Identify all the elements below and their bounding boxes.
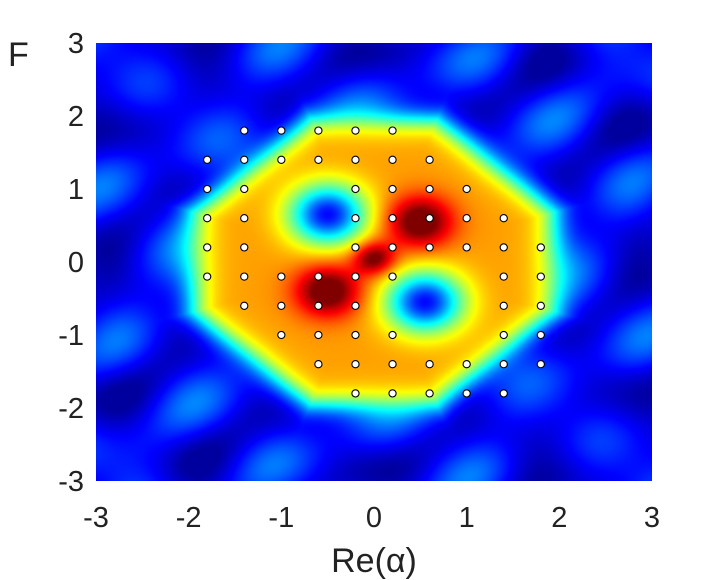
scatter-point bbox=[351, 243, 360, 252]
tick-labels: -3 -2 -1 0 1 2 3 3 2 1 0 -1 -2 -3 bbox=[58, 28, 660, 534]
scatter-point bbox=[388, 184, 397, 194]
scatter-point bbox=[462, 214, 471, 223]
scatter-point bbox=[536, 360, 545, 369]
scatter-point bbox=[499, 330, 508, 340]
scatter-point bbox=[351, 214, 360, 223]
y-tick-label: 2 bbox=[68, 101, 84, 133]
scatter-point bbox=[240, 184, 249, 194]
scatter-point bbox=[277, 126, 286, 135]
scatter-point bbox=[314, 360, 323, 369]
scatter-point bbox=[240, 155, 249, 164]
x-tick-label: 0 bbox=[366, 502, 382, 534]
scatter-point bbox=[314, 126, 323, 135]
scatter-point bbox=[462, 184, 471, 194]
scatter-point bbox=[425, 360, 434, 369]
scatter-point bbox=[425, 389, 434, 398]
scatter-point bbox=[314, 272, 323, 281]
scatter-point bbox=[203, 272, 212, 281]
scatter-point bbox=[388, 214, 397, 223]
x-tick-label: -1 bbox=[268, 502, 294, 534]
y-tick-label: 1 bbox=[68, 174, 84, 206]
y-tick-label: -1 bbox=[58, 320, 84, 352]
scatter-point bbox=[314, 301, 323, 310]
y-tick-label: 0 bbox=[68, 247, 84, 279]
scatter-point bbox=[351, 126, 360, 135]
scatter-point bbox=[499, 360, 508, 369]
x-tick-label: -3 bbox=[83, 502, 109, 534]
scatter-point bbox=[240, 243, 249, 252]
scatter-point bbox=[388, 330, 397, 340]
scatter-point bbox=[240, 214, 249, 223]
marker-layer bbox=[203, 126, 545, 398]
scatter-point bbox=[388, 155, 397, 164]
scatter-point bbox=[351, 155, 360, 164]
scatter-point bbox=[277, 155, 286, 164]
y-tick-label: 3 bbox=[68, 28, 84, 60]
scatter-point bbox=[388, 126, 397, 135]
scatter-point bbox=[240, 126, 249, 135]
scatter-point bbox=[388, 243, 397, 252]
scatter-point bbox=[499, 243, 508, 252]
scatter-point bbox=[388, 389, 397, 398]
scatter-point bbox=[203, 184, 212, 194]
scatter-point bbox=[536, 243, 545, 252]
x-axis-label: Re(α) bbox=[331, 542, 417, 580]
scatter-point bbox=[203, 243, 212, 252]
scatter-point bbox=[240, 301, 249, 310]
scatter-point bbox=[499, 272, 508, 281]
scatter-point bbox=[351, 360, 360, 369]
scatter-point bbox=[277, 272, 286, 281]
scatter-point bbox=[203, 214, 212, 223]
x-tick-label: 2 bbox=[551, 502, 567, 534]
scatter-point bbox=[314, 330, 323, 340]
scatter-point bbox=[351, 272, 360, 281]
scatter-point bbox=[351, 389, 360, 398]
y-tick-label: -2 bbox=[58, 393, 84, 425]
scatter-point bbox=[425, 243, 434, 252]
scatter-point bbox=[536, 272, 545, 281]
scatter-point bbox=[277, 330, 286, 340]
scatter-point bbox=[462, 389, 471, 398]
x-tick-label: 1 bbox=[459, 502, 475, 534]
x-tick-label: -2 bbox=[176, 502, 202, 534]
y-axis-label: F bbox=[8, 36, 29, 74]
scatter-point bbox=[425, 184, 434, 194]
scatter-point bbox=[351, 184, 360, 194]
scatter-point bbox=[240, 272, 249, 281]
scatter-point bbox=[425, 155, 434, 164]
scatter-point bbox=[203, 155, 212, 164]
scatter-point bbox=[425, 214, 434, 223]
scatter-point bbox=[536, 330, 545, 340]
scatter-point bbox=[277, 301, 286, 310]
heatmap-image bbox=[96, 43, 652, 481]
scatter-point bbox=[351, 330, 360, 340]
scatter-point bbox=[499, 301, 508, 310]
x-tick-label: 3 bbox=[644, 502, 660, 534]
scatter-point bbox=[388, 272, 397, 281]
scatter-point bbox=[462, 360, 471, 369]
scatter-point bbox=[388, 360, 397, 369]
scatter-point bbox=[314, 155, 323, 164]
scatter-point bbox=[536, 301, 545, 310]
scatter-point bbox=[499, 389, 508, 398]
scatter-point bbox=[462, 243, 471, 252]
scatter-point bbox=[351, 301, 360, 310]
scatter-point bbox=[499, 214, 508, 223]
y-tick-label: -3 bbox=[58, 466, 84, 498]
